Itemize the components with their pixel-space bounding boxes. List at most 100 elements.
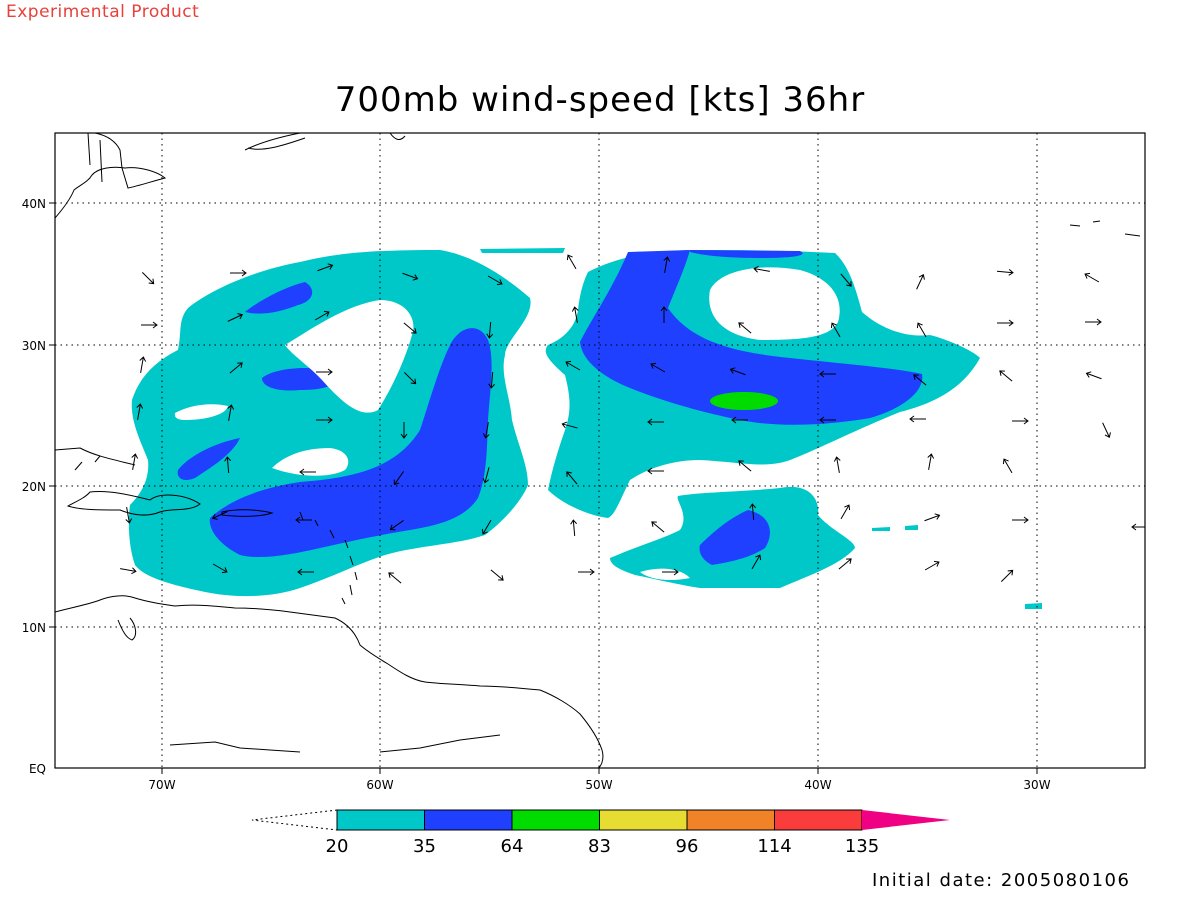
wind-vector-arrow: [840, 273, 852, 287]
wind-vector-arrow: [731, 416, 748, 424]
wind-vector-arrow: [227, 313, 244, 322]
colorbar-label-96: 96: [676, 836, 699, 857]
wind-contour-layer: [128, 248, 1042, 609]
wind-vector-arrow: [1012, 516, 1029, 524]
longitude-axis: 70W 60W 50W 40W 30W: [148, 768, 1051, 792]
coastline-cuba: [55, 447, 136, 471]
wind-vector-arrow: [909, 415, 926, 423]
wind-vector-arrow: [819, 416, 836, 424]
colorbar-swatch-20-35: [336, 809, 425, 831]
wind-vector-arrow: [125, 507, 133, 524]
experimental-product-tag: Experimental Product: [6, 2, 200, 22]
contour-35-west-band: [209, 328, 492, 558]
colorbar-swatch-96-114: [686, 809, 775, 831]
contour-64-east: [710, 392, 778, 410]
wind-vector-arrow: [996, 268, 1014, 276]
calm-east-1: [709, 267, 840, 340]
coastline-puerto-rico: [221, 509, 274, 517]
coastline-lesser-antilles: [299, 511, 358, 605]
wind-vector-arrow: [486, 321, 494, 339]
contour-20-blob-a: [872, 527, 890, 531]
colorbar-swatch-35-64: [424, 809, 513, 831]
wind-vector-arrow: [651, 521, 665, 533]
coastline-northeast-us: [55, 133, 167, 219]
initial-date: Initial date: 2005080106: [872, 870, 1131, 891]
wind-vector-arrow: [650, 362, 666, 373]
lat-label-eq: EQ: [29, 762, 46, 776]
lon-label-60w: 60W: [366, 778, 393, 792]
wind-vector-arrow: [1084, 272, 1100, 283]
wind-vector-arrow: [490, 569, 504, 581]
wind-vector-arrow: [224, 456, 232, 474]
wind-vector-arrow: [838, 558, 852, 570]
colorbar-high-triangle: [862, 810, 950, 830]
wind-vector-arrow: [999, 370, 1013, 382]
lat-label-10n: 10N: [22, 621, 46, 635]
colorbar-label-35: 35: [413, 836, 436, 857]
wind-vector-arrow: [314, 310, 330, 321]
latitude-axis: 40N 30N 20N 10N EQ: [22, 197, 55, 776]
contour-35-east-top: [690, 250, 803, 258]
wind-vector-arrow: [570, 519, 578, 537]
contour-35-west-c: [177, 438, 240, 481]
wind-vector-arrow: [481, 519, 492, 535]
coastline-amazon-inland: [169, 734, 501, 753]
plot-title: 700mb wind-speed [kts] 36hr: [334, 80, 866, 120]
wind-vector-arrow: [400, 422, 408, 439]
lon-label-30w: 30W: [1023, 778, 1050, 792]
wind-vector-arrow: [141, 271, 155, 285]
wind-vector-arrow: [571, 306, 579, 323]
wind-vector-arrow: [403, 371, 417, 385]
wind-vector-arrow: [212, 563, 228, 574]
wind-vector-arrow: [749, 503, 757, 521]
wind-vector-arrow: [647, 418, 664, 426]
wind-vectors: [120, 254, 1145, 584]
graticule: [55, 133, 1145, 768]
colorbar-swatch-64-83: [511, 809, 600, 831]
wind-vector-arrow: [211, 511, 228, 520]
wind-vector-arrow: [227, 404, 235, 421]
lat-label-40n: 40N: [22, 197, 46, 211]
colorbar-swatch-83-96: [599, 809, 688, 831]
wind-vector-arrow: [141, 321, 158, 329]
wind-vector-arrow: [819, 370, 836, 378]
wind-vector-arrow: [660, 306, 668, 323]
colorbar-label-64: 64: [501, 836, 524, 857]
wind-vector-arrow: [402, 272, 419, 281]
wind-vector-arrow: [131, 453, 139, 470]
wind-vector-arrow: [120, 567, 137, 575]
calm-west-2: [272, 448, 349, 476]
wind-vector-arrow: [136, 403, 144, 420]
wind-vector-arrow: [295, 516, 312, 524]
wind-vector-arrow: [1102, 422, 1111, 439]
wind-vector-arrow: [139, 356, 147, 373]
wind-vector-arrow: [1085, 318, 1102, 326]
wind-vector-arrow: [738, 322, 752, 334]
wind-vector-arrow: [830, 322, 841, 338]
coastline-nova-scotia: [244, 133, 306, 151]
wind-vector-arrow: [729, 367, 746, 376]
wind-vector-arrow: [297, 568, 314, 576]
colorbar-swatch-114-135: [774, 809, 863, 831]
colorbar-label-20: 20: [326, 836, 349, 857]
wind-vector-arrow: [566, 471, 578, 485]
wind-vector-arrow: [403, 322, 417, 334]
plot-frame: [54, 132, 1146, 769]
wind-vector-arrow: [488, 371, 496, 389]
wind-vector-arrow: [738, 460, 752, 472]
lat-label-30n: 30N: [22, 339, 46, 353]
calm-west-3: [174, 404, 228, 420]
wind-vector-arrow: [566, 254, 577, 270]
wind-vector-arrow: [913, 374, 927, 386]
wind-vector-arrow: [316, 368, 333, 376]
wind-vector-arrow: [561, 421, 578, 429]
contour-35-east-band: [580, 250, 923, 425]
wind-vector-arrow: [487, 275, 503, 286]
wind-vector-arrow: [1002, 458, 1013, 474]
wind-vector-arrow: [924, 513, 941, 522]
wind-vector-arrow: [662, 568, 679, 576]
wind-vector-arrow: [751, 554, 762, 570]
colorbar-label-135: 135: [845, 836, 879, 857]
wind-vector-arrow: [482, 422, 490, 439]
